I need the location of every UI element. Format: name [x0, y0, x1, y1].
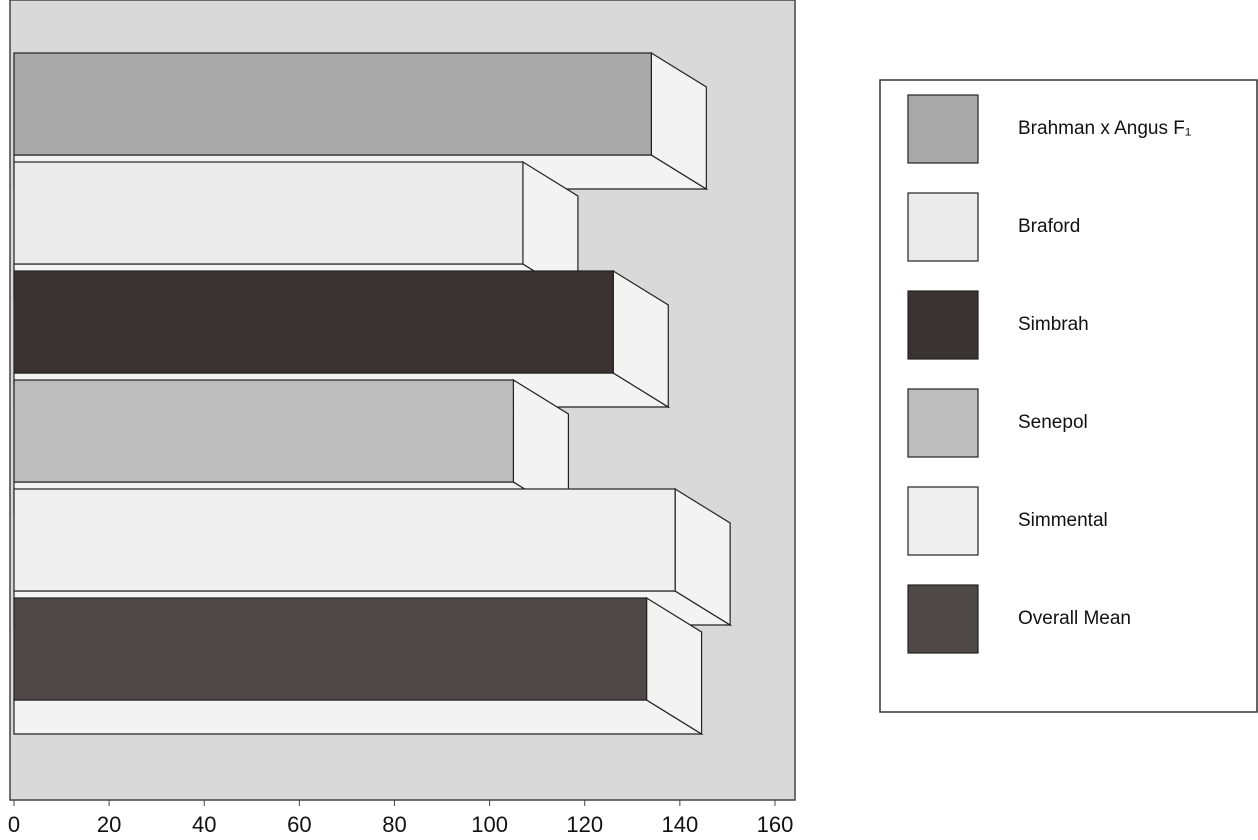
legend-label: Simmental: [1018, 510, 1108, 531]
legend-swatch: [907, 192, 979, 262]
x-tick-label: 60: [287, 812, 311, 837]
legend-swatch: [907, 486, 979, 556]
x-tick-label: 100: [471, 812, 508, 837]
bar: [13, 52, 652, 156]
bar: [13, 597, 648, 701]
legend-label: Overall Mean: [1018, 608, 1131, 629]
legend-label: Brahman x Angus F₁: [1018, 118, 1191, 139]
legend-swatch: [907, 94, 979, 164]
x-tick-label: 0: [8, 812, 20, 837]
x-tick-label: 160: [757, 812, 794, 837]
bar: [13, 488, 676, 592]
x-tick-label: 20: [97, 812, 121, 837]
legend-swatch: [907, 290, 979, 360]
bar: [13, 379, 515, 483]
x-tick-label: 140: [662, 812, 699, 837]
bar: [13, 161, 524, 265]
legend-swatch: [907, 584, 979, 654]
x-tick-label: 80: [382, 812, 406, 837]
legend-label: Braford: [1018, 216, 1080, 237]
x-tick-label: 40: [192, 812, 216, 837]
bar-bottom-face: [13, 699, 704, 735]
legend-swatch: [907, 388, 979, 458]
legend-label: Simbrah: [1018, 314, 1089, 335]
x-tick-label: 120: [566, 812, 603, 837]
legend-label: Senepol: [1018, 412, 1088, 433]
bar: [13, 270, 614, 374]
